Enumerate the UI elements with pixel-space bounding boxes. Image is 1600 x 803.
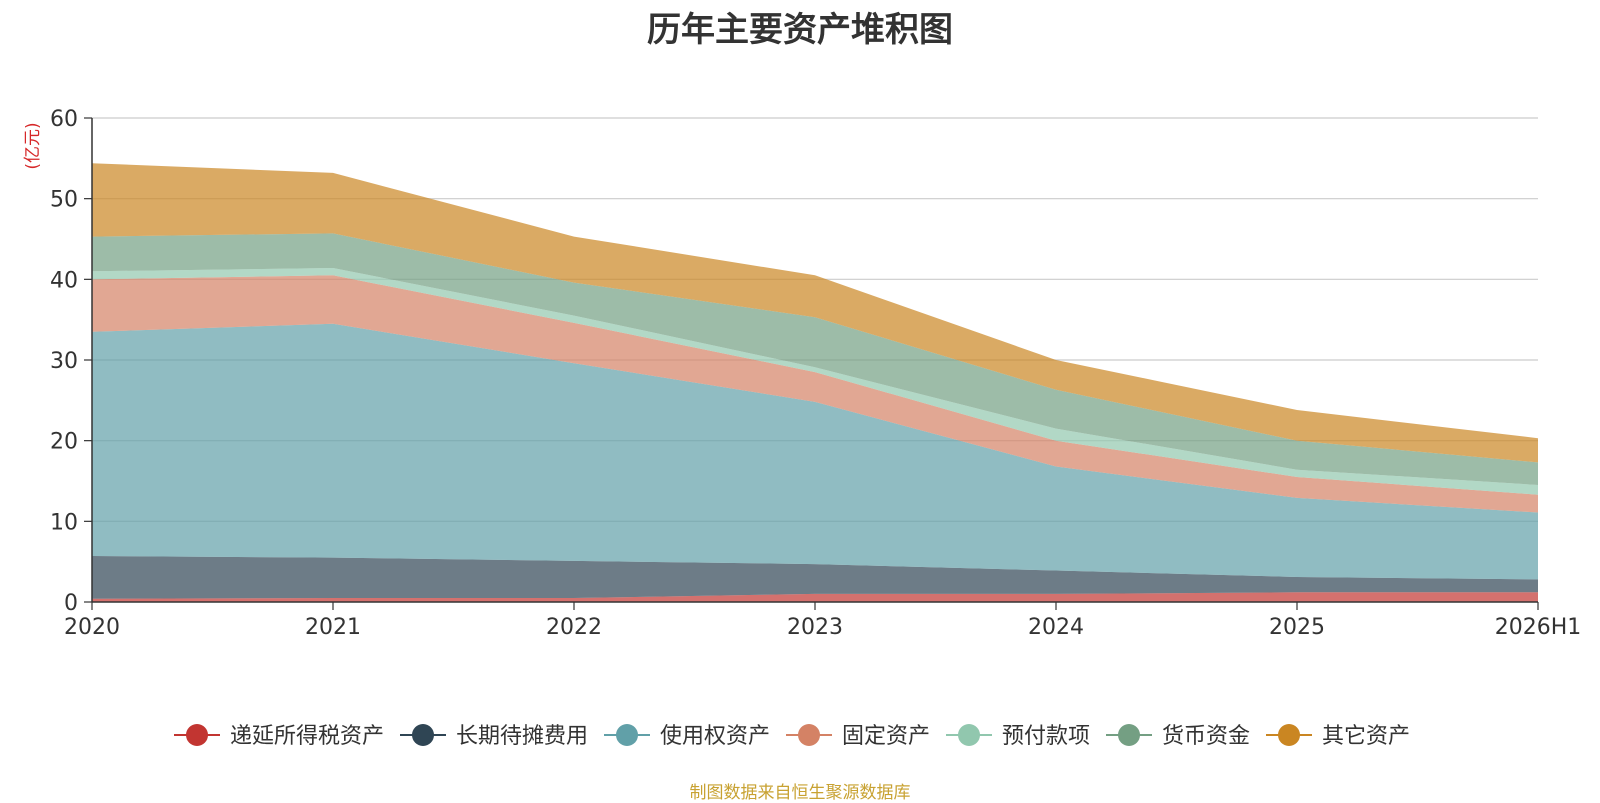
- legend-label: 其它资产: [1322, 724, 1410, 749]
- chart-title: 历年主要资产堆积图: [647, 10, 953, 50]
- x-tick-label: 2022: [546, 615, 602, 640]
- legend-circle-marker: [616, 724, 638, 746]
- legend-item-5[interactable]: 预付款项: [946, 724, 1090, 749]
- legend[interactable]: 递延所得税资产 长期待摊费用 使用权资产 固定资产 预付款项 货币资金 其它资产: [174, 724, 1410, 749]
- y-tick-label: 20: [50, 430, 78, 455]
- legend-circle-marker: [412, 724, 434, 746]
- area-series-7: [92, 163, 1538, 463]
- legend-label: 使用权资产: [660, 724, 770, 749]
- legend-item-1[interactable]: 递延所得税资产: [174, 724, 384, 749]
- y-tick-label: 10: [50, 510, 78, 535]
- legend-item-6[interactable]: 货币资金: [1106, 724, 1250, 749]
- legend-label: 长期待摊费用: [456, 724, 588, 749]
- area-series-1: [92, 592, 1538, 602]
- legend-item-3[interactable]: 使用权资产: [604, 724, 770, 749]
- legend-item-7[interactable]: 其它资产: [1266, 724, 1410, 749]
- x-tick-label: 2024: [1028, 615, 1084, 640]
- legend-circle-marker: [958, 724, 980, 746]
- legend-label: 货币资金: [1162, 724, 1250, 749]
- area-series-6: [92, 233, 1538, 485]
- x-tick-labels: 2020 2021 2022 2023 2024 2025 2026H1: [64, 615, 1581, 640]
- y-axis-unit-label: (亿元): [23, 122, 43, 169]
- x-tick-label: 2026H1: [1495, 615, 1582, 640]
- y-tick-label: 30: [50, 349, 78, 374]
- data-source-note: 制图数据来自恒生聚源数据库: [689, 783, 911, 803]
- legend-circle-marker: [798, 724, 820, 746]
- area-series: [92, 163, 1538, 602]
- legend-circle-marker: [186, 724, 208, 746]
- legend-item-2[interactable]: 长期待摊费用: [400, 724, 588, 749]
- y-tick-label: 60: [50, 107, 78, 132]
- x-tick-label: 2023: [787, 615, 843, 640]
- y-tick-label: 50: [50, 188, 78, 213]
- y-tick-labels: 0 10 20 30 40 50 60: [50, 107, 78, 616]
- x-tick-label: 2020: [64, 615, 120, 640]
- legend-label: 预付款项: [1002, 724, 1090, 749]
- area-series-2: [92, 556, 1538, 599]
- y-tick-label: 0: [64, 591, 78, 616]
- legend-label: 递延所得税资产: [230, 724, 384, 749]
- area-series-3: [92, 323, 1538, 580]
- legend-item-4[interactable]: 固定资产: [786, 724, 930, 749]
- x-tick-label: 2025: [1269, 615, 1325, 640]
- area-series-4: [92, 275, 1538, 513]
- legend-circle-marker: [1118, 724, 1140, 746]
- axes: [91, 118, 1538, 603]
- x-tick-label: 2021: [305, 615, 361, 640]
- legend-label: 固定资产: [842, 724, 930, 749]
- legend-circle-marker: [1278, 724, 1300, 746]
- y-tick-label: 40: [50, 268, 78, 293]
